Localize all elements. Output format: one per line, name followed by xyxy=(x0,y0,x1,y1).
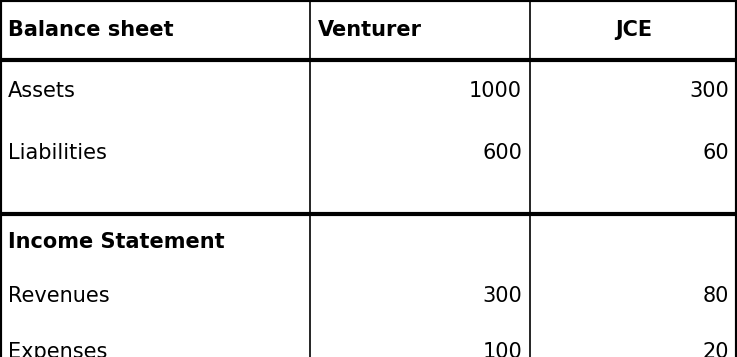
Text: 1000: 1000 xyxy=(469,81,522,101)
Text: Balance sheet: Balance sheet xyxy=(8,20,174,40)
Text: Revenues: Revenues xyxy=(8,287,110,307)
Text: 600: 600 xyxy=(482,143,522,163)
Text: 100: 100 xyxy=(482,342,522,357)
Text: Expenses: Expenses xyxy=(8,342,108,357)
Text: Assets: Assets xyxy=(8,81,76,101)
Text: 300: 300 xyxy=(482,287,522,307)
Text: 80: 80 xyxy=(702,287,729,307)
Text: Liabilities: Liabilities xyxy=(8,143,107,163)
Text: JCE: JCE xyxy=(615,20,652,40)
Text: 20: 20 xyxy=(702,342,729,357)
Text: 300: 300 xyxy=(689,81,729,101)
Text: 60: 60 xyxy=(702,143,729,163)
Text: Venturer: Venturer xyxy=(318,20,422,40)
Text: Income Statement: Income Statement xyxy=(8,231,225,251)
